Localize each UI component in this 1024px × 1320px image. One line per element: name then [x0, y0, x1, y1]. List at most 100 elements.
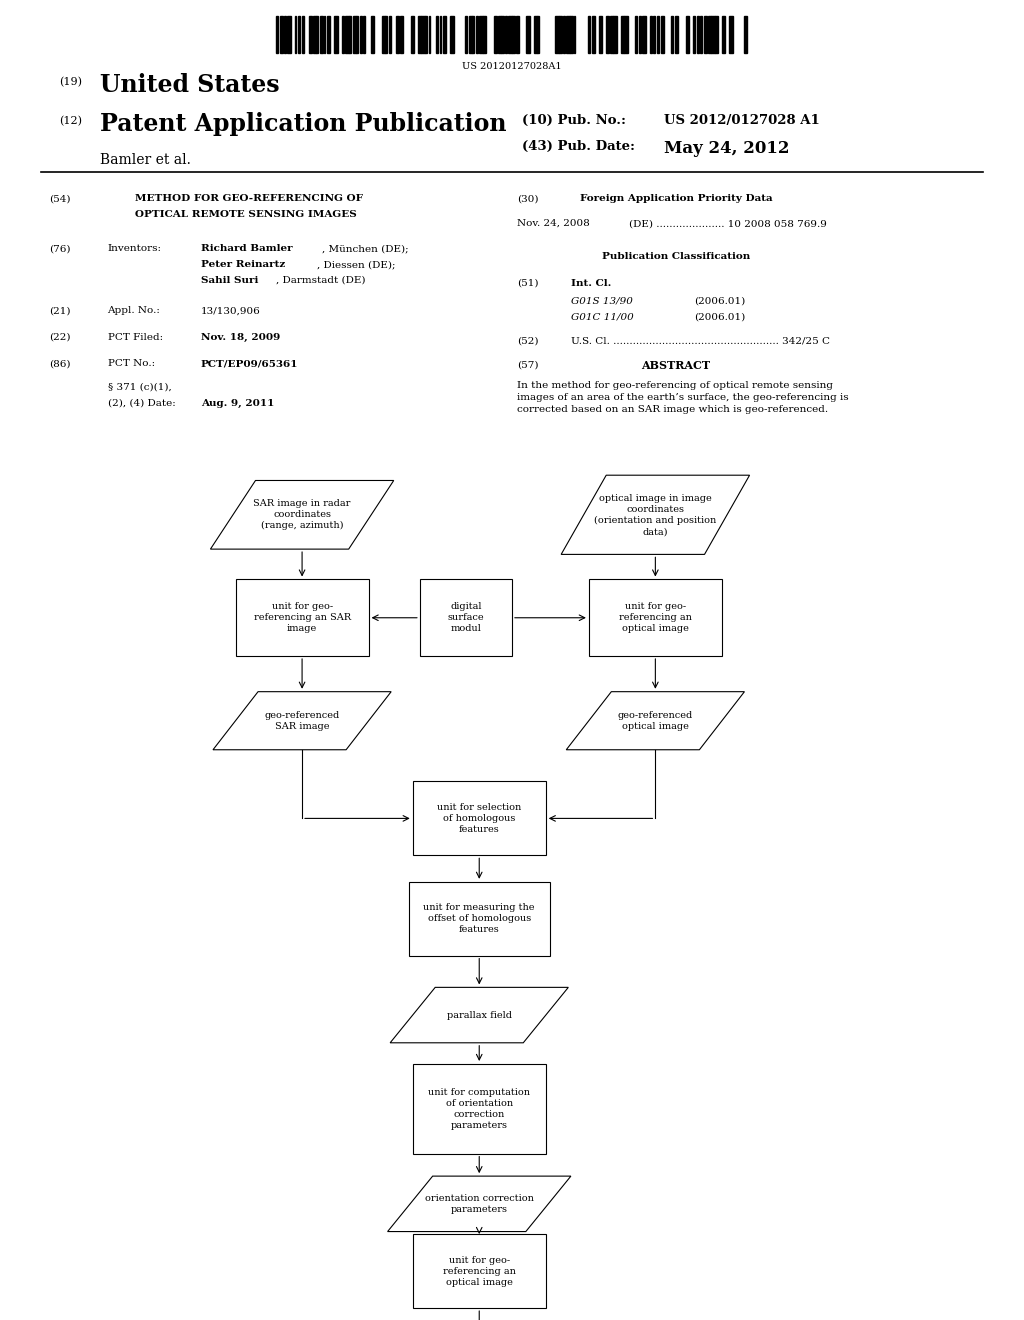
Bar [288, 16, 291, 53]
Bar [516, 16, 519, 53]
Bar [613, 16, 616, 53]
Bar [349, 16, 351, 53]
Bar [538, 16, 540, 53]
Text: United States: United States [100, 73, 280, 96]
Text: unit for measuring the
offset of homologous
features: unit for measuring the offset of homolog… [424, 903, 535, 935]
Text: optical image in image
coordinates
(orientation and position
data): optical image in image coordinates (orie… [594, 494, 717, 536]
Text: (10) Pub. No.:: (10) Pub. No.: [522, 114, 627, 127]
Bar [309, 16, 312, 53]
Text: G01S 13/90: G01S 13/90 [571, 297, 633, 306]
Text: Bamler et al.: Bamler et al. [100, 153, 191, 168]
Bar [335, 16, 338, 53]
Bar [700, 16, 702, 53]
Text: , Darmstadt (DE): , Darmstadt (DE) [276, 276, 366, 285]
Polygon shape [390, 987, 568, 1043]
Text: unit for geo-
referencing an
optical image: unit for geo- referencing an optical ima… [442, 1255, 516, 1287]
Bar [588, 16, 590, 53]
Bar [281, 16, 284, 53]
FancyBboxPatch shape [413, 1234, 546, 1308]
Bar [479, 16, 482, 53]
Bar [356, 16, 358, 53]
Bar [639, 16, 641, 53]
Text: (86): (86) [49, 359, 71, 368]
Bar [512, 16, 515, 53]
Text: (2006.01): (2006.01) [694, 297, 745, 306]
Bar [302, 16, 304, 53]
Bar [364, 16, 366, 53]
Bar [443, 16, 446, 53]
Text: (DE) ..................... 10 2008 058 769.9: (DE) ..................... 10 2008 058 7… [629, 219, 826, 228]
Text: G01C 11/00: G01C 11/00 [571, 313, 634, 322]
Bar [635, 16, 637, 53]
FancyBboxPatch shape [589, 579, 722, 656]
Bar [418, 16, 421, 53]
Bar [472, 16, 474, 53]
Text: digital
surface
modul: digital surface modul [447, 602, 484, 634]
Bar [476, 16, 477, 53]
Bar [439, 16, 441, 53]
Bar [352, 16, 355, 53]
Text: US 2012/0127028 A1: US 2012/0127028 A1 [664, 114, 819, 127]
Bar [610, 16, 613, 53]
Text: Foreign Application Priority Data: Foreign Application Priority Data [580, 194, 772, 203]
Bar [606, 16, 609, 53]
Bar [328, 16, 331, 53]
Text: SAR image in radar
coordinates
(range, azimuth): SAR image in radar coordinates (range, a… [253, 499, 351, 531]
Bar [672, 16, 673, 53]
Text: Inventors:: Inventors: [108, 244, 162, 253]
Text: Publication Classification: Publication Classification [602, 252, 750, 261]
FancyBboxPatch shape [420, 579, 512, 656]
Text: Nov. 18, 2009: Nov. 18, 2009 [201, 333, 280, 342]
Bar [657, 16, 658, 53]
Bar [389, 16, 390, 53]
Bar [324, 16, 326, 53]
Text: Richard Bamler: Richard Bamler [201, 244, 292, 253]
Text: (51): (51) [517, 279, 539, 288]
Bar [312, 16, 316, 53]
Bar [396, 16, 399, 53]
Bar [505, 16, 507, 53]
Text: (12): (12) [59, 116, 82, 127]
Bar [429, 16, 430, 53]
Bar [653, 16, 655, 53]
Polygon shape [561, 475, 750, 554]
Bar [686, 16, 689, 53]
Text: (30): (30) [517, 194, 539, 203]
Bar [399, 16, 402, 53]
Text: , Diessen (DE);: , Diessen (DE); [317, 260, 396, 269]
Text: (76): (76) [49, 244, 71, 253]
Bar [693, 16, 695, 53]
Text: Nov. 24, 2008: Nov. 24, 2008 [517, 219, 590, 228]
Text: parallax field: parallax field [446, 1011, 512, 1019]
Text: , München (DE);: , München (DE); [322, 244, 409, 253]
Bar [715, 16, 718, 53]
Bar [276, 16, 279, 53]
Bar [422, 16, 425, 53]
Text: (2006.01): (2006.01) [694, 313, 745, 322]
Bar [649, 16, 651, 53]
Text: Int. Cl.: Int. Cl. [571, 279, 611, 288]
Text: US 20120127028A1: US 20120127028A1 [462, 62, 562, 71]
Bar [382, 16, 385, 53]
Text: (22): (22) [49, 333, 71, 342]
Bar [371, 16, 374, 53]
Bar [712, 16, 715, 53]
Bar [621, 16, 624, 53]
Bar [411, 16, 414, 53]
Text: U.S. Cl. ................................................... 342/25 C: U.S. Cl. ...............................… [571, 337, 830, 346]
Text: (19): (19) [59, 77, 82, 87]
Bar [599, 16, 602, 53]
Bar [696, 16, 698, 53]
FancyBboxPatch shape [413, 1064, 546, 1154]
Bar [451, 16, 454, 53]
Bar [359, 16, 361, 53]
Text: METHOD FOR GEO-REFERENCING OF: METHOD FOR GEO-REFERENCING OF [135, 194, 364, 203]
Bar [570, 16, 573, 53]
Bar [436, 16, 437, 53]
Text: orientation correction
parameters: orientation correction parameters [425, 1193, 534, 1214]
Bar [508, 16, 512, 53]
Text: PCT Filed:: PCT Filed: [108, 333, 163, 342]
Text: PCT No.:: PCT No.: [108, 359, 155, 368]
Bar [625, 16, 628, 53]
Text: 13/130,906: 13/130,906 [201, 306, 260, 315]
